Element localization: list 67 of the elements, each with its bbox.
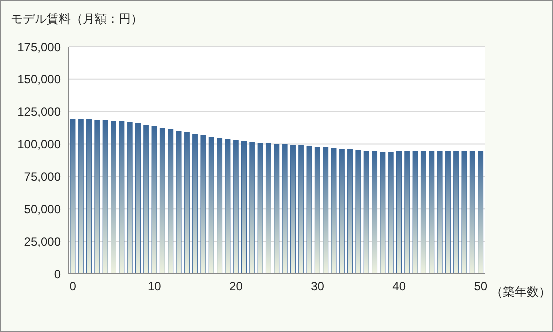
bar <box>420 151 426 274</box>
bar <box>168 129 174 274</box>
bar <box>429 151 435 274</box>
bar <box>208 137 214 274</box>
y-tick-label: 75,000 <box>24 170 62 184</box>
bar <box>314 147 320 274</box>
bar <box>306 146 312 274</box>
bar <box>356 150 362 274</box>
bar <box>242 141 248 274</box>
bar <box>258 143 264 274</box>
bar <box>298 145 304 274</box>
bar <box>225 139 231 274</box>
bar <box>102 120 108 274</box>
bar <box>94 120 100 274</box>
bar <box>217 138 223 274</box>
bar <box>70 119 76 274</box>
x-tick-label: 50 <box>474 280 488 294</box>
bar <box>445 151 451 274</box>
bar <box>454 151 460 274</box>
y-tick-label: 125,000 <box>18 105 62 120</box>
chart-title: モデル賃料（月額：円） <box>11 11 143 28</box>
bar <box>144 125 150 274</box>
bar <box>323 147 329 274</box>
bar <box>470 151 476 274</box>
bar <box>233 140 239 274</box>
bar <box>160 128 166 274</box>
x-axis-title: （築年数） <box>491 284 551 301</box>
bar <box>290 145 296 274</box>
bar <box>437 151 443 274</box>
bar <box>404 151 410 274</box>
bar <box>364 151 370 274</box>
bar <box>478 151 484 274</box>
bar <box>396 151 402 274</box>
bar <box>380 152 386 274</box>
y-tick-label: 100,000 <box>18 138 62 152</box>
x-tick-label: 10 <box>148 280 162 294</box>
x-tick-label: 40 <box>392 280 406 294</box>
x-tick-label: 30 <box>311 280 325 294</box>
bar <box>152 126 158 274</box>
bar <box>250 142 256 274</box>
bar <box>412 151 418 274</box>
bar <box>274 144 280 274</box>
bar <box>266 143 272 274</box>
bar <box>127 122 133 274</box>
bar <box>184 132 190 274</box>
y-tick-label: 50,000 <box>24 202 62 216</box>
bar <box>282 144 288 274</box>
bar <box>372 151 378 274</box>
bar <box>86 119 92 274</box>
y-tick-label: 150,000 <box>18 72 62 87</box>
bar <box>176 131 182 274</box>
bar <box>462 151 468 274</box>
bar <box>348 149 354 274</box>
bar <box>192 134 198 274</box>
y-tick-label: 175,000 <box>18 40 62 54</box>
bar <box>331 148 337 274</box>
x-tick-label: 20 <box>230 280 244 294</box>
y-tick-label: 25,000 <box>24 234 62 249</box>
y-tick-label: 0 <box>54 267 62 282</box>
bar <box>119 121 125 274</box>
bar <box>111 121 117 274</box>
bar <box>200 135 206 274</box>
x-tick-label: 0 <box>70 280 77 294</box>
bar <box>339 149 345 274</box>
bar <box>78 119 84 274</box>
bar <box>388 152 394 274</box>
bar <box>135 123 141 274</box>
